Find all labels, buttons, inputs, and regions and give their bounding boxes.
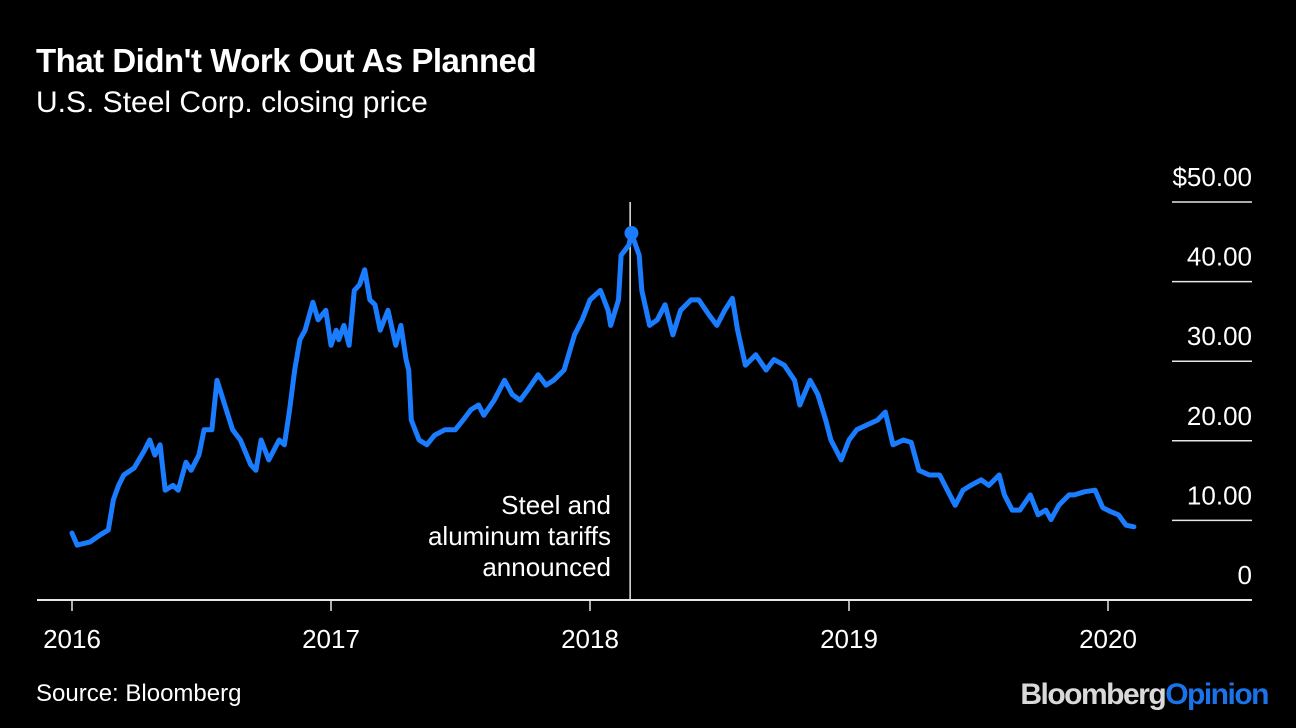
- y-tick-label: 30.00: [1187, 321, 1252, 351]
- x-tick-label: 2018: [561, 624, 619, 654]
- logo-opinion: Opinion: [1165, 678, 1269, 711]
- y-tick-label: 20.00: [1187, 401, 1252, 431]
- y-tick-label: 0: [1238, 560, 1252, 590]
- logo-bloomberg: Bloomberg: [1020, 678, 1166, 711]
- x-tick-label: 2019: [820, 624, 878, 654]
- x-tick-label: 2017: [302, 624, 360, 654]
- tariff-annotation: Steel and aluminum tariffs announced: [428, 490, 611, 583]
- chart-title: That Didn't Work Out As Planned: [36, 42, 537, 79]
- chart-subtitle: U.S. Steel Corp. closing price: [36, 86, 428, 119]
- annotation-line-2: aluminum tariffs: [427, 521, 611, 551]
- y-tick-label: 10.00: [1187, 480, 1252, 510]
- x-tick-label: 2020: [1079, 624, 1137, 654]
- y-tick-label: $50.00: [1172, 162, 1252, 192]
- x-tick-label: 2016: [43, 624, 101, 654]
- peak-marker: [624, 226, 639, 241]
- source-note: Source: Bloomberg: [36, 680, 242, 707]
- annotation-line-1: Steel and: [501, 490, 611, 520]
- bloomberg-opinion-logo: BloombergOpinion: [1020, 678, 1269, 712]
- y-tick-label: 40.00: [1187, 242, 1252, 272]
- price-line: [69, 230, 1137, 548]
- annotation-line-3: announced: [482, 552, 611, 582]
